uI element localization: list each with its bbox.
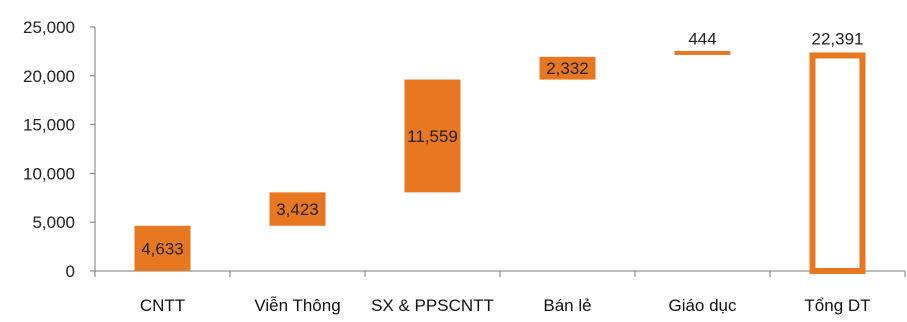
category-label: Tổng DT (804, 296, 870, 315)
category-label: CNTT (140, 296, 185, 315)
waterfall-bar (269, 192, 326, 226)
x-axis: CNTT Viễn Thông SX & PPSCNTT Bán lẻ Giáo dục… (94, 270, 906, 315)
data-label: 444 (688, 29, 716, 48)
y-tick-label: 5,000 (32, 213, 75, 232)
data-label: 4,633 (141, 239, 184, 258)
total-bar (809, 52, 866, 275)
data-label: 2,332 (546, 59, 589, 78)
data-label: 3,423 (276, 200, 319, 219)
waterfall-bar (134, 225, 191, 271)
category-label: Viễn Thông (254, 296, 340, 315)
waterfall-bar (674, 50, 731, 55)
category-label: SX & PPSCNTT (371, 296, 494, 315)
bars (134, 50, 866, 275)
category-label: Bán lẻ (543, 296, 591, 315)
waterfall-bar (539, 56, 596, 80)
y-tick-label: 15,000 (23, 116, 75, 135)
data-label: 11,559 (407, 127, 458, 146)
waterfall-bar (404, 79, 461, 193)
category-label: Giáo dục (668, 296, 737, 315)
y-tick-label: 20,000 (23, 67, 75, 86)
y-axis: 0 5,000 10,000 15,000 20,000 25,000 (23, 18, 96, 281)
y-tick-label: 25,000 (23, 18, 75, 37)
y-tick-label: 0 (66, 262, 75, 281)
data-label: 22,391 (812, 29, 864, 48)
data-labels: 4,633 3,423 11,559 2,332 444 22,391 (141, 29, 863, 258)
y-tick-label: 10,000 (23, 164, 75, 183)
